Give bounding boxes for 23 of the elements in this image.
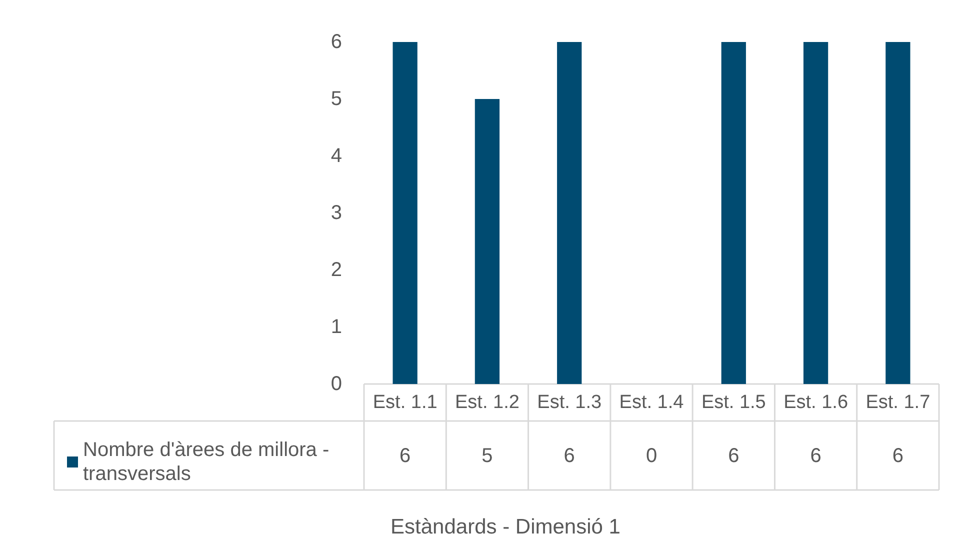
x-tick-label: Est. 1.5	[701, 392, 766, 413]
data-label: 6	[400, 445, 411, 467]
data-label: 0	[646, 445, 658, 467]
y-tick-label: 3	[330, 202, 342, 224]
x-tick-label: Est. 1.2	[455, 392, 520, 413]
y-tick-label: 2	[330, 259, 342, 281]
text: Estàndards - Dimensió 1	[390, 516, 620, 538]
x-tick-label: Est. 1.6	[784, 392, 848, 413]
data-label: 5	[482, 445, 493, 467]
data-label: 6	[564, 445, 575, 467]
legend-label: Nombre d'àrees de millora - transversals	[83, 439, 335, 485]
y-tick-label: 0	[330, 373, 342, 395]
x-tick-label: Est. 1.3	[537, 392, 602, 413]
y-tick-label: 5	[330, 88, 342, 110]
x-tick-label: Est. 1.1	[372, 392, 438, 413]
y-tick-label: 4	[330, 145, 342, 167]
x-tick-label: Est. 1.4	[619, 392, 684, 413]
y-tick-label: 6	[330, 31, 342, 53]
x-tick-label: Est. 1.7	[866, 392, 930, 413]
data-label: 6	[728, 445, 740, 467]
y-tick-label: 1	[330, 316, 342, 338]
data-label: 6	[810, 445, 822, 467]
data-label: 6	[892, 445, 904, 467]
